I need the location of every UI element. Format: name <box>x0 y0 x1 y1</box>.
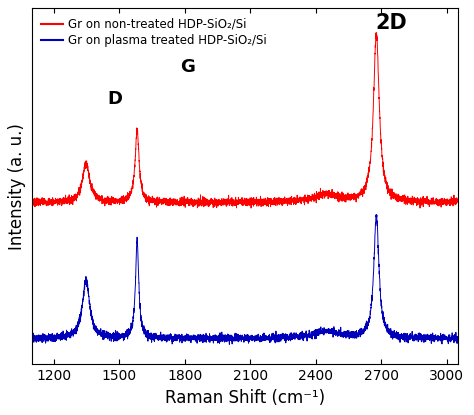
Legend: Gr on non-treated HDP-SiO₂/Si, Gr on plasma treated HDP-SiO₂/Si: Gr on non-treated HDP-SiO₂/Si, Gr on pla… <box>38 14 271 51</box>
Text: G: G <box>180 58 195 76</box>
Text: D: D <box>108 90 122 108</box>
Y-axis label: Intensity (a. u.): Intensity (a. u.) <box>9 123 27 250</box>
X-axis label: Raman Shift (cm⁻¹): Raman Shift (cm⁻¹) <box>164 389 325 407</box>
Text: 2D: 2D <box>376 13 408 33</box>
